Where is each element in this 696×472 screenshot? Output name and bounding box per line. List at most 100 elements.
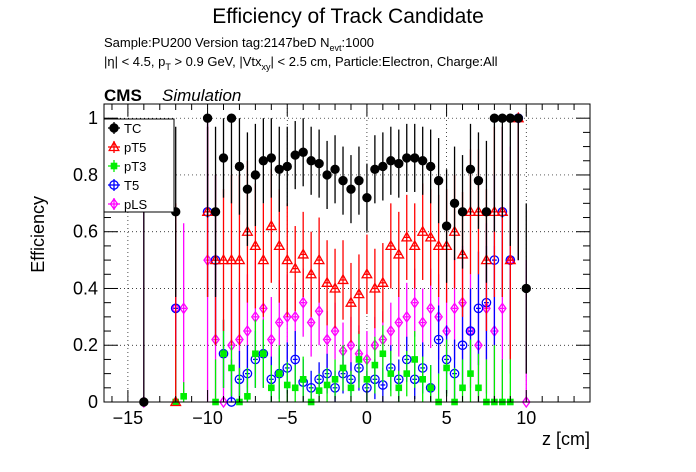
data-point: [290, 150, 300, 160]
x-tick-label: −10: [192, 408, 223, 428]
data-point: [266, 153, 277, 163]
data-point: [426, 302, 436, 315]
data-point: [354, 175, 364, 186]
x-tick-label: 5: [442, 408, 452, 428]
data-point: [337, 273, 349, 285]
data-point: [225, 253, 238, 265]
data-point: [449, 198, 460, 209]
data-point: [402, 310, 412, 323]
data-point: [274, 164, 284, 174]
data-point: [410, 296, 420, 309]
data-point: [410, 153, 420, 163]
axis-ticks: −15 −10 −5 0 5 10 0 0.2 0.4 0.6 0.8 1: [73, 104, 590, 428]
data-point: [394, 316, 404, 329]
data-point: [169, 395, 182, 407]
data-point: [291, 384, 299, 392]
data-point: [363, 375, 371, 383]
data-point: [457, 340, 468, 351]
plot-frame-rect: [103, 103, 591, 403]
data-point: [419, 375, 426, 383]
data-point: [109, 180, 119, 190]
legend-entry-pt3: pT3: [108, 159, 146, 174]
data-point: [459, 384, 466, 392]
data-point: [313, 253, 326, 265]
data-point: [210, 207, 221, 217]
data-point: [345, 296, 357, 307]
data-point: [361, 267, 373, 279]
data-point: [217, 253, 230, 265]
chart-subtitle-line2: |η| < 4.5, pT > 0.9 GeV, |Vtxxy| < 2.5 c…: [104, 54, 498, 72]
data-point: [521, 283, 531, 294]
data-point: [473, 175, 484, 186]
data-point: [249, 239, 262, 251]
y-tick-label: 0.6: [73, 222, 98, 242]
data-point: [306, 156, 316, 166]
data-point: [411, 356, 419, 363]
data-point: [353, 287, 365, 299]
data-point: [403, 370, 411, 377]
data-point: [346, 184, 356, 194]
grid-lines: [104, 104, 590, 403]
data-point: [424, 231, 437, 242]
data-point: [250, 170, 261, 180]
data-point: [416, 225, 429, 236]
data-point: [330, 164, 340, 174]
data-point: [108, 140, 120, 152]
data-point: [252, 350, 259, 358]
data-point: [376, 276, 389, 287]
data-point: [283, 381, 291, 389]
data-point: [220, 350, 227, 358]
data-point: [298, 147, 308, 157]
legend-label: pT3: [124, 159, 146, 174]
data-point: [355, 356, 363, 363]
data-point: [242, 184, 253, 194]
data-point: [465, 164, 476, 174]
data-point: [226, 113, 237, 123]
data-point: [305, 267, 318, 279]
data-point: [219, 395, 228, 409]
data-point: [281, 253, 294, 265]
data-point: [266, 333, 276, 346]
data-point: [282, 310, 292, 323]
x-tick-label: −15: [113, 408, 144, 428]
data-point: [481, 207, 492, 217]
data-point: [268, 384, 275, 392]
data-point: [243, 324, 252, 338]
data-point: [394, 158, 404, 169]
data-point: [273, 239, 286, 251]
data-point: [282, 161, 292, 172]
data-point: [275, 370, 283, 377]
data-point: [260, 350, 267, 358]
data-point: [504, 253, 517, 265]
data-point: [180, 393, 187, 400]
x-tick-label: 0: [362, 408, 372, 428]
data-point: [347, 384, 355, 392]
data-point: [386, 324, 396, 338]
data-point: [322, 170, 332, 180]
data-point: [400, 231, 413, 242]
data-point: [475, 384, 482, 392]
data-point: [218, 153, 229, 163]
x-tick-label: 10: [516, 408, 536, 428]
data-point: [265, 219, 278, 231]
data-point: [467, 370, 474, 377]
series-tc: [139, 113, 531, 407]
data-point: [290, 310, 300, 323]
data-point: [346, 339, 356, 352]
data-point: [110, 162, 118, 170]
legend-label: TC: [124, 121, 141, 136]
data-point: [371, 361, 379, 369]
data-point: [339, 364, 347, 372]
data-series: [139, 111, 531, 409]
data-point: [392, 248, 405, 259]
data-point: [109, 123, 119, 133]
data-point: [443, 364, 450, 372]
data-point: [179, 302, 189, 315]
data-point: [314, 305, 324, 318]
chart-subtitle-line1: Sample:PU200 Version tag:2147beD Nevt:10…: [104, 35, 374, 53]
data-point: [408, 239, 421, 251]
data-point: [433, 334, 444, 345]
data-point: [274, 316, 284, 329]
data-point: [387, 370, 395, 377]
